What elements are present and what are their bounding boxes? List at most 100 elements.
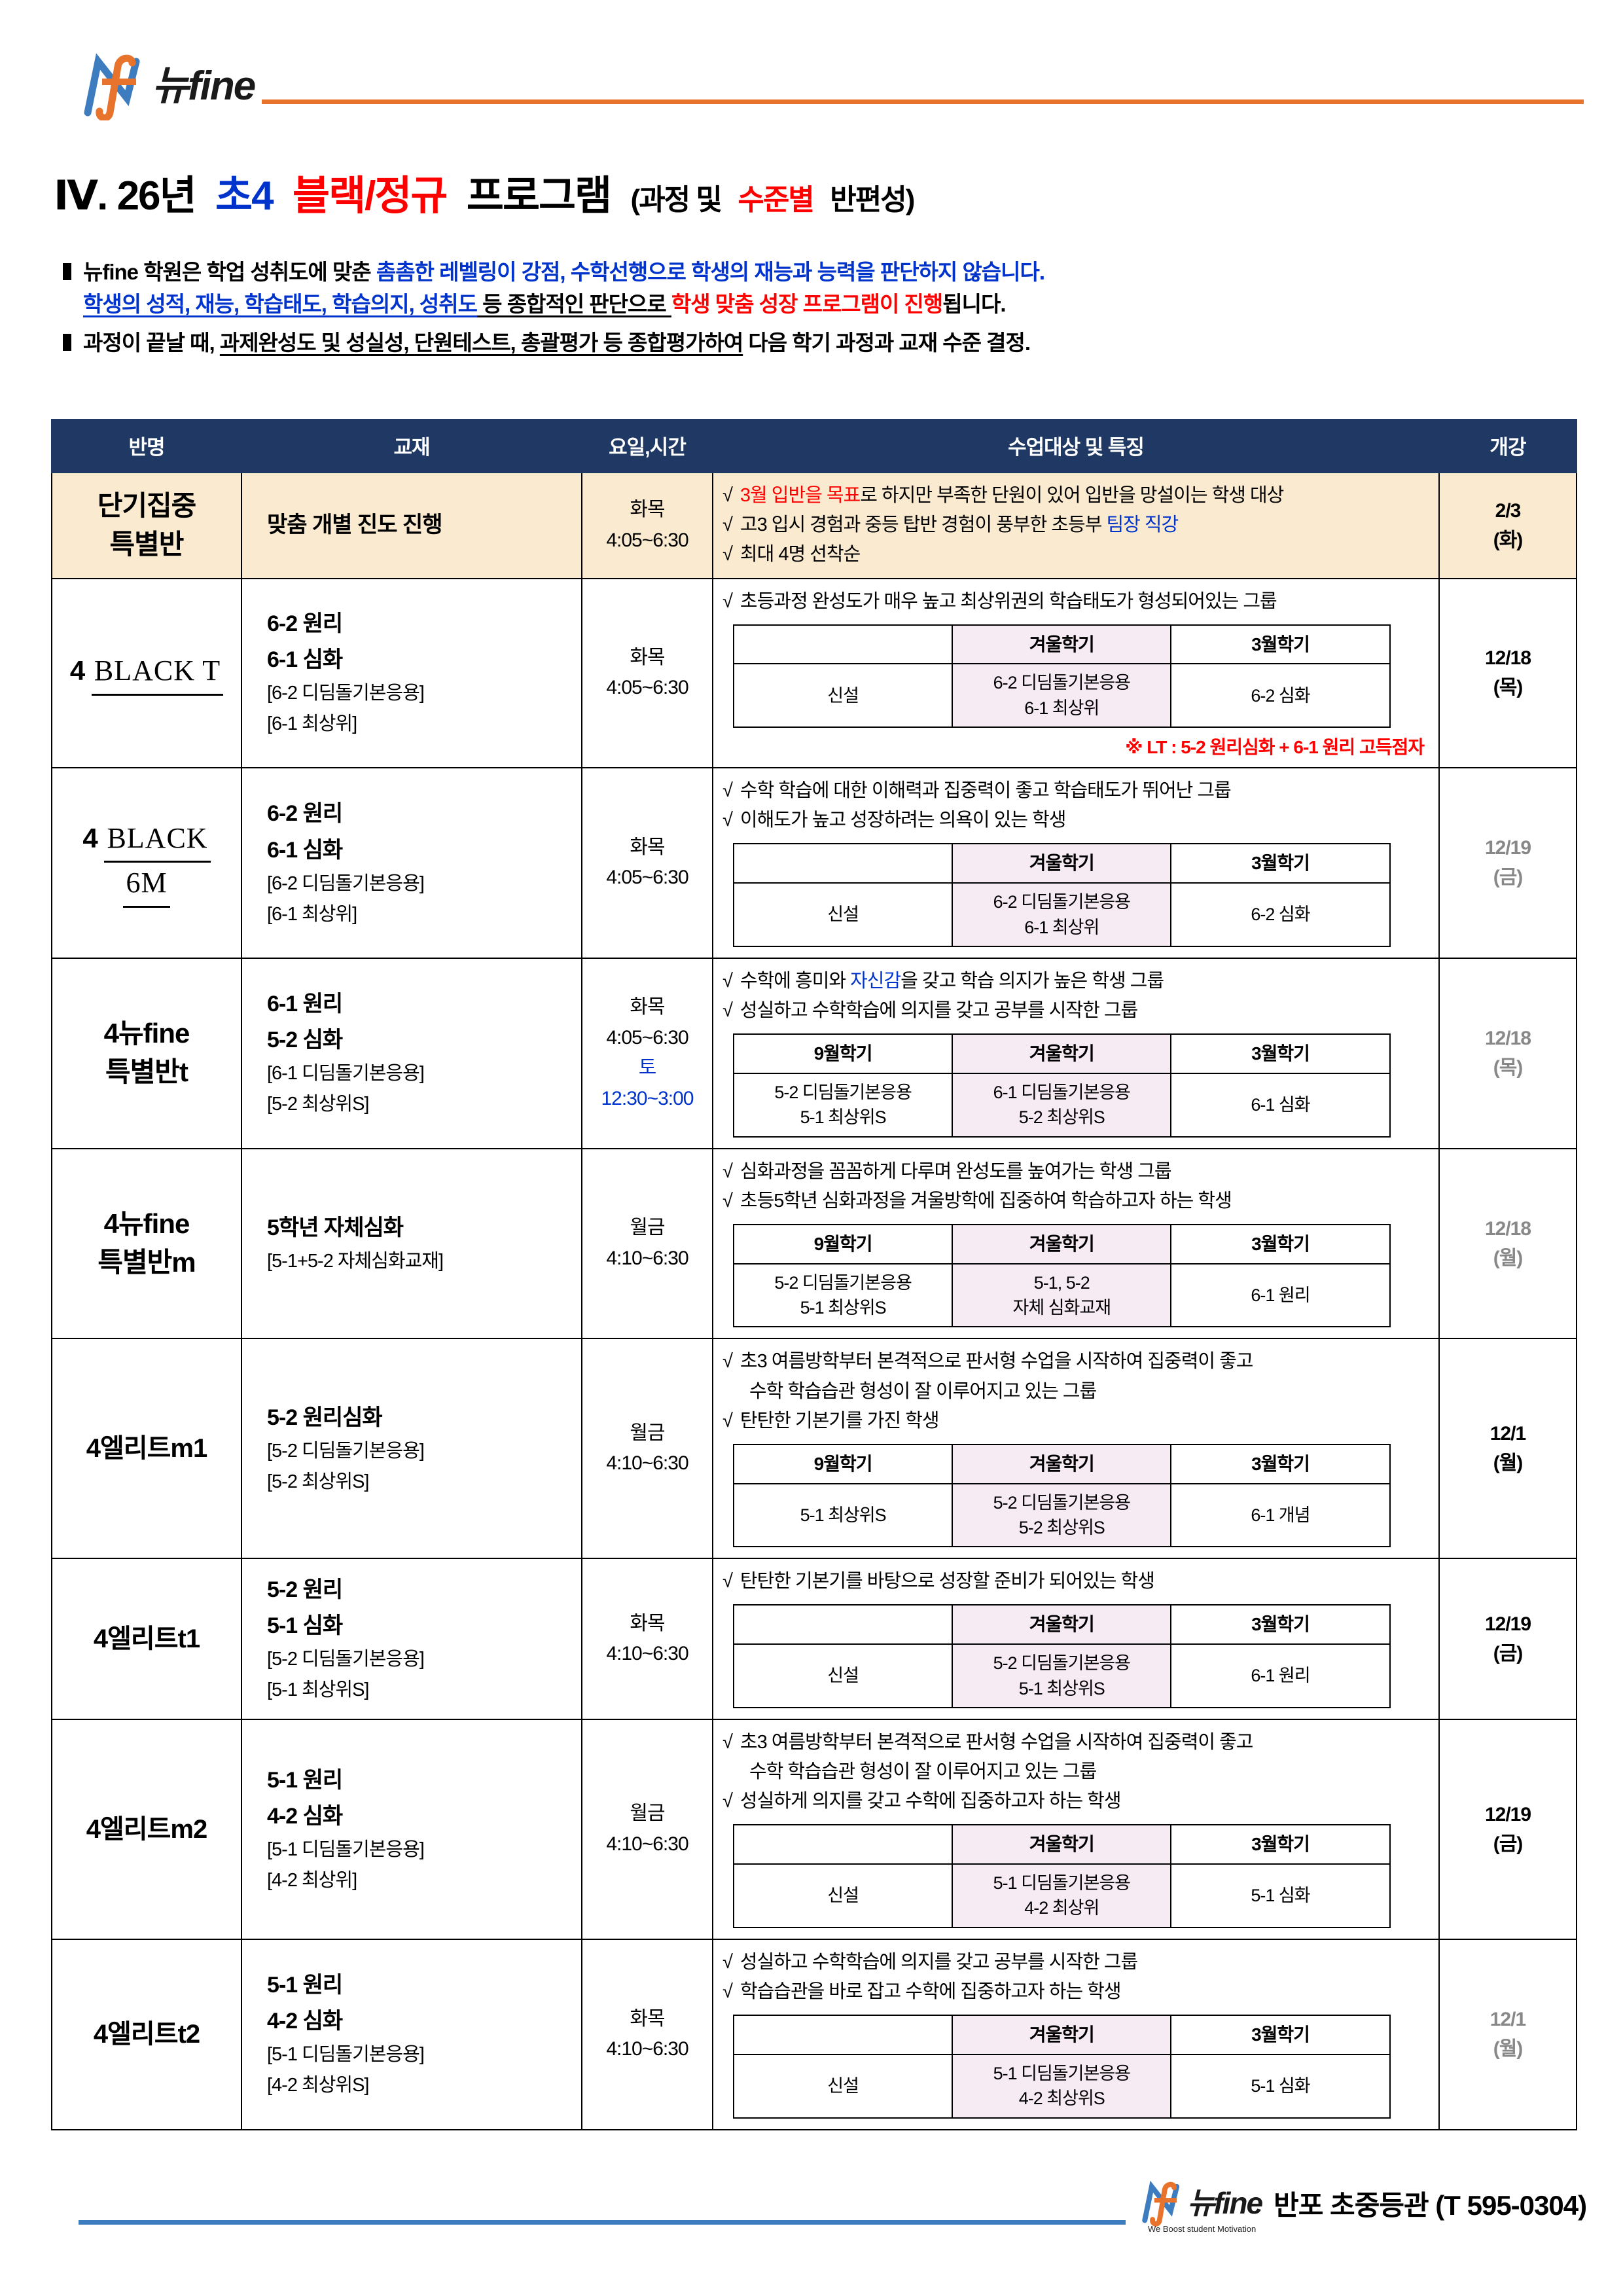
page-header: 뉴fine xyxy=(79,52,1584,124)
cell-class-name: 4뉴fine 특별반m xyxy=(51,1147,242,1340)
semester-header-cell xyxy=(732,1824,954,1865)
textbook-main: 6-2 원리 xyxy=(267,801,343,827)
cell-target-description: √ 수학 학습에 대한 이해력과 집중력이 좋고 학습태도가 뛰어난 그룹 √ 이해도… xyxy=(712,767,1440,959)
semester-grid-value-row: 신설 5-1 디딤돌기본응용 4-2 최상위S 5-1 심화 xyxy=(732,2053,1391,2119)
bullet-square-icon xyxy=(63,333,71,351)
semester-value-cell: 6-2 디딤돌기본응용 6-1 최상위 xyxy=(952,663,1172,728)
cell-textbook: 5-1 원리 4-2 심화 [5-1 디딤돌기본응용] [4-2 최상위S] xyxy=(241,1938,582,2130)
semester-header-cell: 3월학기 xyxy=(1170,1223,1391,1265)
cell-start-date: 12/1 (월) xyxy=(1438,1338,1577,1560)
check-mark-icon: √ xyxy=(722,1190,733,1211)
semester-header-cell: 겨울학기 xyxy=(952,2015,1172,2055)
footer-rule xyxy=(79,2220,1126,2225)
semester-grid: 9월학기 겨울학기 3월학기 5-1 최상위S 5-2 디딤돌기본응용 5-2 최상위S 6… xyxy=(732,1443,1391,1548)
semester-value-cell: 5-1, 5-2 자체 심화교재 xyxy=(952,1263,1172,1328)
desc-line-cont: 수학 학습습관 형성이 잘 이루어지고 있는 그룹 xyxy=(749,1761,1097,1783)
start-day: (화) xyxy=(1493,529,1524,551)
semester-header-cell: 겨울학기 xyxy=(952,843,1172,884)
semester-header-cell: 3월학기 xyxy=(1170,624,1391,665)
bullet-item: 과정이 끝날 때, 과제완성도 및 성실성, 단원테스트, 총괄평가 등 종합평… xyxy=(63,327,1581,359)
semester-grid-value-row: 신설 5-2 디딤돌기본응용 5-1 최상위S 6-1 원리 xyxy=(732,1643,1391,1708)
textbook-main: 5-2 심화 xyxy=(267,1028,343,1053)
textbook-main: 맞춤 개별 진도 진행 xyxy=(267,512,443,538)
day-primary: 월금 xyxy=(630,1803,665,1825)
footer-tagline: We Boost student Motivation xyxy=(1148,2224,1257,2234)
day-primary: 월금 xyxy=(630,1217,665,1239)
semester-value-cell: 6-2 심화 xyxy=(1170,882,1391,947)
time-primary: 4:10~6:30 xyxy=(606,1833,688,1855)
semester-header-cell: 겨울학기 xyxy=(952,1604,1172,1645)
semester-grid-header-row: 9월학기 겨울학기 3월학기 xyxy=(732,1443,1391,1484)
semester-header-cell: 겨울학기 xyxy=(952,1443,1172,1484)
desc-line: √ 심화과정을 꼼꼼하게 다루며 완성도를 높여가는 학생 그룹 xyxy=(722,1158,1433,1185)
semester-grid-value-row: 신설 5-1 디딤돌기본응용 4-2 최상위 5-1 심화 xyxy=(732,1863,1391,1928)
title-paren-open: (과정 및 xyxy=(630,184,722,216)
textbook-main: 5-1 심화 xyxy=(267,1613,343,1639)
check-mark-icon: √ xyxy=(722,1410,733,1431)
cell-textbook: 6-2 원리 6-1 심화 [6-2 디딤돌기본응용] [6-1 최상위] xyxy=(241,767,582,959)
cell-start-date: 12/1 (월) xyxy=(1438,1938,1577,2130)
semester-header-cell: 겨울학기 xyxy=(952,624,1172,665)
desc-line-text: 이해도가 높고 성장하려는 의욕이 있는 학생 xyxy=(740,810,1067,831)
semester-value-cell: 6-1 원리 xyxy=(1170,1643,1391,1708)
semester-header-cell: 9월학기 xyxy=(732,1223,954,1265)
start-day: (월) xyxy=(1493,1452,1524,1475)
semester-grid-value-row: 5-2 디딤돌기본응용 5-1 최상위S 6-1 디딤돌기본응용 5-2 최상위S 6-… xyxy=(732,1072,1391,1138)
textbook-main: 6-2 원리 xyxy=(267,611,343,637)
footer-branch-info: 반포 초중등관 (T 595-0304) xyxy=(1274,2189,1587,2221)
textbook-sub: [6-1 최상위] xyxy=(267,903,357,925)
semester-value-cell: 5-2 디딤돌기본응용 5-1 최상위S xyxy=(732,1072,954,1138)
semester-header-cell: 겨울학기 xyxy=(952,1824,1172,1865)
desc-line: √ 이해도가 높고 성장하려는 의욕이 있는 학생 xyxy=(722,807,1433,834)
cell-class-name: 4 BLACK T xyxy=(51,577,242,769)
semester-grid: 겨울학기 3월학기 신설 6-2 디딤돌기본응용 6-1 최상위 6-2 심화 xyxy=(732,624,1391,728)
table-header-row: 반명 교재 요일,시간 수업대상 및 특징 개강 xyxy=(51,419,1577,473)
day-secondary: 토 xyxy=(638,1057,657,1079)
class-name-serif: BLACK xyxy=(104,818,211,863)
intro-bullets: 뉴fine 학원은 학업 성취도에 맞춘 촘촘한 레벨링이 강점, 수학선행으로… xyxy=(63,257,1581,359)
desc-line: √ 최대 4명 선착순 xyxy=(722,541,1433,568)
day-primary: 월금 xyxy=(630,1422,665,1444)
check-mark-icon: √ xyxy=(722,1160,733,1182)
desc-line-text: 초3 여름방학부터 본격적으로 판서형 수업을 시작하여 집중력이 좋고 xyxy=(740,1351,1254,1372)
textbook-main: 4-2 심화 xyxy=(267,1803,343,1829)
cell-class-name: 4 BLACK 6M xyxy=(51,767,242,959)
desc-line-text: 학습습관을 바로 잡고 수학에 집중하고자 하는 학생 xyxy=(740,1981,1122,2002)
semester-grid-value-row: 신설 6-2 디딤돌기본응용 6-1 최상위 6-2 심화 xyxy=(732,882,1391,947)
semester-value-cell: 6-1 심화 xyxy=(1170,1072,1391,1138)
start-date: 12/18 xyxy=(1484,647,1531,670)
semester-grid-header-row: 9월학기 겨울학기 3월학기 xyxy=(732,1033,1391,1074)
check-mark-icon: √ xyxy=(722,1000,733,1022)
time-primary: 4:05~6:30 xyxy=(606,677,688,699)
textbook-sub: [5-1 디딤돌기본응용] xyxy=(267,2044,425,2066)
desc-line: √ 성실하고 수학학습에 의지를 갖고 공부를 시작한 그룹 xyxy=(722,1949,1433,1976)
start-date: 12/18 xyxy=(1484,1217,1531,1240)
title-paren-close: 반편성) xyxy=(830,184,915,216)
title-level: 수준별 xyxy=(738,184,814,216)
table-row: 4뉴fine 특별반t 6-1 원리 5-2 심화 [6-1 디딤돌기본응용] [5-2 … xyxy=(51,957,1577,1149)
textbook-sub: [4-2 최상위] xyxy=(267,1869,357,1891)
cell-day-time: 화목 4:05~6:30 xyxy=(581,767,713,959)
desc-line-text: 성실하고 수학학습에 의지를 갖고 공부를 시작한 그룹 xyxy=(740,1000,1138,1022)
desc-line-text: 초등과정 완성도가 매우 높고 최상위권의 학습태도가 형성되어있는 그룹 xyxy=(740,590,1277,612)
desc-line-text: 심화과정을 꼼꼼하게 다루며 완성도를 높여가는 학생 그룹 xyxy=(740,1160,1172,1182)
cell-start-date: 12/19 (금) xyxy=(1438,1718,1577,1940)
cell-start-date: 12/18 (목) xyxy=(1438,957,1577,1149)
textbook-main: 5학년 자체심화 xyxy=(267,1215,404,1240)
col-header-target: 수업대상 및 특징 xyxy=(712,419,1440,473)
semester-value-cell: 신설 xyxy=(732,1863,954,1928)
semester-value-cell: 5-2 디딤돌기본응용 5-1 최상위S xyxy=(732,1263,954,1328)
desc-line: √ 초등5학년 심화과정을 겨울방학에 집중하여 학습하고자 하는 학생 xyxy=(722,1188,1433,1215)
start-date: 12/19 xyxy=(1484,1803,1531,1825)
textbook-sub: [5-2 디딤돌기본응용] xyxy=(267,1649,425,1670)
title-program: 블랙/정규 xyxy=(293,173,448,219)
desc-line: √ 학습습관을 바로 잡고 수학에 집중하고자 하는 학생 xyxy=(722,1979,1433,2005)
semester-value-cell: 신설 xyxy=(732,2053,954,2119)
semester-header-cell: 3월학기 xyxy=(1170,843,1391,884)
class-name-serif: BLACK T xyxy=(91,651,224,696)
cell-day-time: 화목 4:10~6:30 xyxy=(581,1938,713,2130)
desc-line: √ 3월 입반을 목표로 하지만 부족한 단원이 있어 입반을 망설이는 학생 대… xyxy=(722,482,1433,509)
semester-grid-value-row: 5-1 최상위S 5-2 디딤돌기본응용 5-2 최상위S 6-1 개념 xyxy=(732,1482,1391,1548)
textbook-main: 5-1 원리 xyxy=(267,1973,343,1998)
